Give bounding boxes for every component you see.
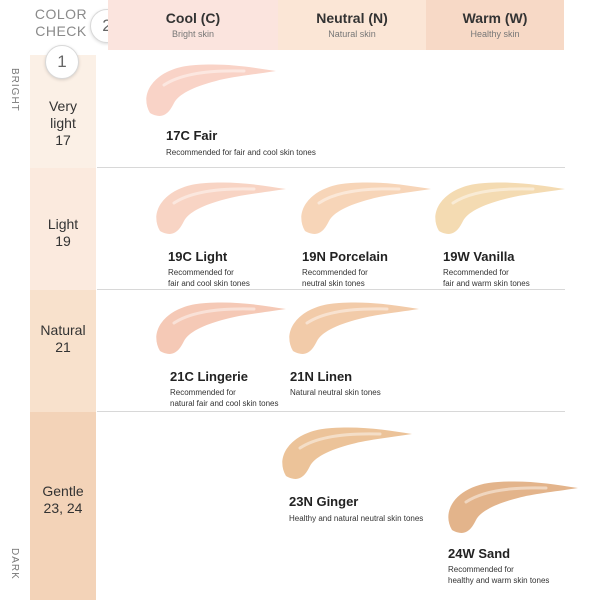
shade-desc-19c-light: Recommended for fair and cool skin tones — [168, 267, 250, 289]
shade-swatch-19n-porcelain — [301, 182, 431, 234]
shade-desc-line: fair and warm skin tones — [443, 279, 530, 288]
column-header-warm: Warm (W) Healthy skin — [426, 0, 564, 50]
column-header-cool: Cool (C) Bright skin — [108, 0, 278, 50]
shade-swatch-24w-sand — [448, 481, 578, 533]
shade-swatch-21c-lingerie — [156, 302, 286, 354]
shade-desc-21c-lingerie: Recommended for natural fair and cool sk… — [170, 387, 279, 409]
color-check-line-2: CHECK — [35, 23, 87, 39]
row-label-line: 19 — [55, 233, 71, 249]
column-warm-subtitle: Healthy skin — [470, 29, 520, 39]
row-divider — [97, 289, 565, 290]
shade-name-21n-linen: 21N Linen — [290, 369, 353, 384]
shade-swatch-23n-ginger — [282, 427, 412, 479]
shade-name-24w-sand: 24W Sand — [448, 546, 511, 561]
row-label-light: Light 19 — [30, 216, 96, 250]
column-header-neutral: Neutral (N) Natural skin — [278, 0, 426, 50]
shade-desc-line: healthy and warm skin tones — [448, 576, 550, 585]
shade-desc-line: Recommended for — [168, 268, 234, 277]
column-neutral-title: Neutral (N) — [316, 10, 388, 26]
shade-name-19n-porcelain: 19N Porcelain — [302, 249, 388, 264]
shade-desc-24w-sand: Recommended for healthy and warm skin to… — [448, 564, 549, 586]
shade-desc-line: Recommended for — [302, 268, 368, 277]
color-check-line-1: COLOR — [34, 6, 88, 22]
shade-desc-line: neutral skin tones — [302, 279, 365, 288]
shade-name-19c-light: 19C Light — [168, 249, 228, 264]
column-cool-subtitle: Bright skin — [171, 29, 215, 39]
row-divider — [97, 411, 565, 412]
shade-desc-line: Healthy and natural neutral skin tones — [289, 514, 424, 523]
row-label-line: Very — [48, 98, 77, 114]
column-warm-title: Warm (W) — [462, 10, 528, 26]
shade-desc-19w-vanilla: Recommended for fair and warm skin tones — [443, 267, 530, 289]
shade-name-23n-ginger: 23N Ginger — [289, 494, 359, 509]
row-label-natural: Natural 21 — [30, 322, 96, 356]
shade-desc-19n-porcelain: Recommended for neutral skin tones — [302, 267, 368, 289]
shade-desc-21n-linen: Natural neutral skin tones — [290, 387, 381, 398]
shade-swatch-19c-light — [156, 182, 286, 234]
shade-desc-line: Recommended for — [170, 388, 236, 397]
row-label-line: 23, 24 — [43, 500, 83, 516]
shade-name-17c-fair: 17C Fair — [166, 128, 218, 143]
shade-desc-23n-ginger: Healthy and natural neutral skin tones — [289, 513, 423, 524]
shade-name-19w-vanilla: 19W Vanilla — [443, 249, 515, 264]
column-neutral-subtitle: Natural skin — [328, 29, 376, 39]
axis-bright-label: BRIGHT — [9, 68, 20, 112]
row-band-light — [30, 168, 96, 290]
row-label-line: Natural — [40, 322, 86, 338]
shade-desc-17c-fair: Recommended for fair and cool skin tones — [166, 147, 316, 158]
shade-desc-line: Recommended for — [443, 268, 509, 277]
shade-swatch-17c-fair — [146, 64, 276, 116]
shade-desc-line: natural fair and cool skin tones — [170, 399, 279, 408]
row-label-line: 21 — [55, 339, 71, 355]
shade-swatch-19w-vanilla — [435, 182, 565, 234]
axis-dark-label: DARK — [9, 548, 20, 580]
shade-desc-line: Recommended for — [448, 565, 514, 574]
row-label-gentle: Gentle 23, 24 — [30, 483, 96, 517]
column-cool-title: Cool (C) — [165, 10, 221, 26]
shade-desc-line: Recommended for fair and cool skin tones — [166, 148, 316, 157]
step-one-badge: 1 — [45, 45, 79, 79]
shade-swatch-21n-linen — [289, 302, 419, 354]
shade-name-21c-lingerie: 21C Lingerie — [170, 369, 249, 384]
row-band-gentle — [30, 412, 96, 600]
row-label-line: 17 — [55, 132, 71, 148]
row-label-line: Gentle — [42, 483, 84, 499]
row-divider — [97, 167, 565, 168]
color-check-title: COLOR CHECK — [26, 6, 96, 40]
row-label-line: Light — [47, 216, 79, 232]
shade-desc-line: Natural neutral skin tones — [290, 388, 381, 397]
row-label-very-light: Very light 17 — [30, 98, 96, 149]
row-band-natural — [30, 290, 96, 412]
shade-desc-line: fair and cool skin tones — [168, 279, 250, 288]
row-label-line: light — [50, 115, 76, 131]
